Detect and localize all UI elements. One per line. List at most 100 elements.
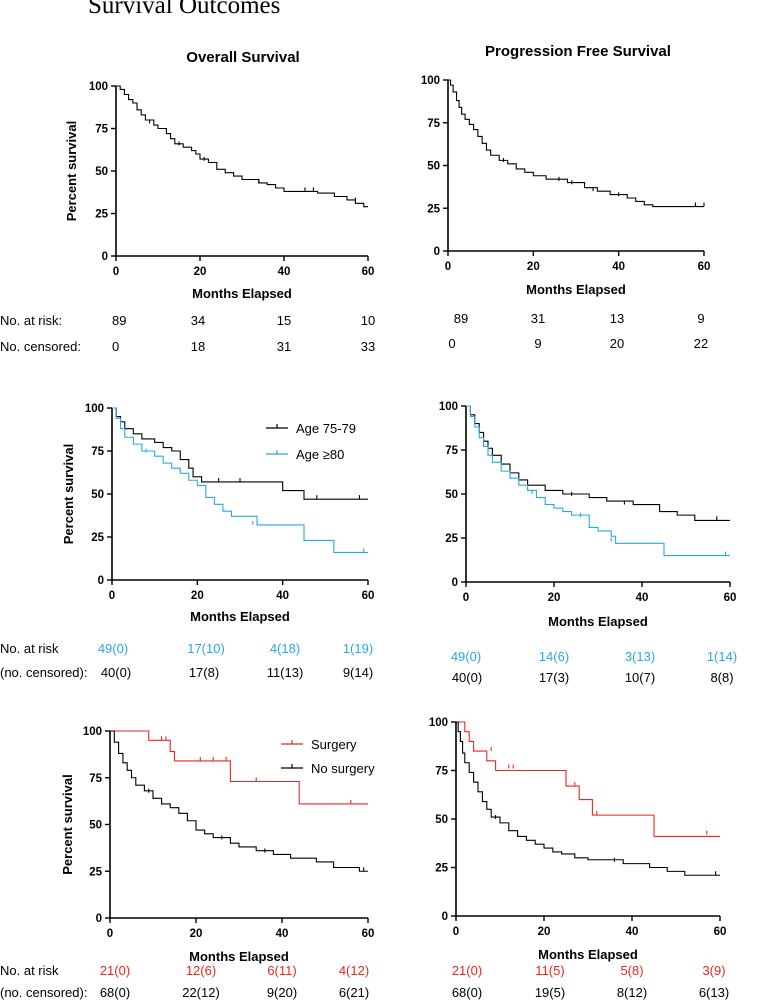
y-tick-label: 50 — [445, 489, 458, 501]
risk-cell: 9(14) — [342, 665, 374, 680]
risk-cell: 1(19) — [342, 641, 374, 656]
risk-cell: 6(11) — [267, 963, 297, 978]
y-tick-label: 75 — [427, 118, 440, 130]
y-tick-label: 50 — [91, 489, 104, 501]
risk-label-censored: (no. censored): — [0, 985, 88, 1000]
page-title: Survival Outcomes — [88, 0, 281, 19]
y-tick-label: 75 — [91, 446, 104, 458]
x-axis-label: Months Elapsed — [538, 947, 638, 962]
risk-cell: 31 — [530, 311, 546, 326]
x-axis-label: Months Elapsed — [189, 949, 289, 964]
risk-cell: 49(0) — [450, 649, 482, 664]
risk-cell: 15 — [276, 313, 292, 328]
risk-cell: 4(18) — [269, 641, 301, 656]
x-tick-label: 0 — [453, 926, 459, 938]
risk-cell: 3(13) — [624, 649, 656, 664]
risk-cell: 9 — [697, 311, 705, 326]
risk-label-at-risk: No. at risk — [0, 641, 59, 656]
y-tick-label: 50 — [89, 820, 102, 832]
y-tick-label: 0 — [442, 911, 448, 923]
y-tick-label: 75 — [435, 766, 448, 778]
km-curve — [466, 405, 730, 557]
y-tick-label: 25 — [95, 209, 108, 221]
risk-cell: 34 — [190, 313, 206, 328]
km-curve — [456, 721, 720, 838]
y-tick-label: 50 — [427, 161, 440, 173]
legend-label: Age ≥80 — [296, 447, 344, 462]
x-tick-label: 60 — [362, 590, 375, 602]
y-tick-label: 0 — [102, 251, 108, 263]
risk-cell: 49(0) — [97, 641, 129, 656]
risk-label-censored: No. censored: — [0, 339, 81, 354]
risk-cell: 68(0) — [451, 985, 483, 1000]
y-tick-label: 100 — [421, 75, 440, 87]
risk-cell: 9(20) — [266, 985, 298, 1000]
chart-title: Progression Free Survival — [485, 43, 671, 60]
y-tick-label: 0 — [98, 575, 104, 587]
risk-cell: 31 — [276, 339, 292, 354]
x-tick-label: 20 — [527, 261, 540, 273]
risk-cell: 33 — [360, 339, 376, 354]
km-curve — [456, 721, 720, 876]
surgery-overall-survival-chart: 0 20 40 60 0 25 50 75 100 Months Elapsed Percent s… — [60, 726, 375, 964]
risk-cell: 10(7) — [624, 670, 656, 685]
y-tick-label: 100 — [85, 403, 104, 415]
risk-cell: 21(0) — [451, 963, 483, 978]
y-tick-label: 75 — [89, 773, 102, 785]
y-tick-label: 100 — [429, 717, 448, 729]
y-tick-label: 0 — [434, 246, 440, 258]
x-tick-label: 40 — [278, 266, 291, 278]
x-tick-label: 40 — [626, 926, 639, 938]
y-tick-label: 25 — [435, 863, 448, 875]
risk-cell: 89 — [112, 313, 127, 328]
x-tick-label: 40 — [636, 592, 649, 604]
chart-title: Overall Survival — [186, 49, 299, 66]
y-tick-label: 25 — [427, 203, 440, 215]
x-axis-label: Months Elapsed — [548, 614, 648, 629]
risk-cell: 17(10) — [187, 641, 225, 656]
x-tick-label: 20 — [538, 926, 551, 938]
y-axis-label: Percent survival — [64, 121, 79, 221]
risk-cell: 68(0) — [99, 985, 131, 1000]
x-tick-label: 40 — [276, 928, 289, 940]
risk-cell: 13 — [609, 311, 625, 326]
x-tick-label: 0 — [109, 590, 115, 602]
x-axis-label: Months Elapsed — [190, 609, 290, 624]
risk-cell: 17(3) — [538, 670, 570, 685]
risk-cell: 11(13) — [266, 665, 304, 680]
y-tick-label: 0 — [452, 577, 458, 589]
x-tick-label: 0 — [107, 928, 113, 940]
risk-cell: 6(21) — [338, 985, 370, 1000]
x-tick-label: 20 — [194, 266, 207, 278]
x-tick-label: 20 — [191, 590, 204, 602]
y-tick-label: 50 — [435, 814, 448, 826]
risk-cell: 0 — [448, 336, 456, 351]
risk-label-at-risk: No. at risk: — [0, 313, 63, 328]
x-tick-label: 60 — [362, 266, 375, 278]
x-tick-label: 20 — [548, 592, 561, 604]
risk-cell: 20 — [609, 336, 625, 351]
age-pfs-chart: 0 20 40 60 0 25 50 75 100 Months Elapsed — [439, 401, 737, 629]
y-tick-label: 25 — [445, 533, 458, 545]
x-axis-label: Months Elapsed — [526, 282, 626, 297]
km-curve — [112, 407, 368, 554]
y-tick-label: 75 — [95, 124, 108, 136]
risk-cell: 12(6) — [185, 963, 217, 978]
risk-cell: 4(12) — [338, 963, 370, 978]
risk-cell: 8(8) — [710, 670, 734, 685]
risk-cell: 10 — [360, 313, 376, 328]
y-tick-label: 75 — [445, 445, 458, 457]
risk-cell: 19(5) — [534, 985, 566, 1000]
risk-cell: 22 — [693, 336, 709, 351]
risk-cell: 17(8) — [188, 665, 220, 680]
age-overall-survival-chart: 0 20 40 60 0 25 50 75 100 Months Elapsed Percent s… — [61, 403, 375, 624]
x-tick-label: 20 — [190, 928, 203, 940]
x-tick-label: 60 — [698, 261, 711, 273]
risk-cell: 40(0) — [100, 665, 132, 680]
y-axis-label: Percent survival — [61, 444, 76, 544]
risk-cell: 22(12) — [182, 985, 220, 1000]
risk-cell: 21(0) — [99, 963, 131, 978]
y-tick-label: 25 — [91, 532, 104, 544]
y-tick-label: 0 — [96, 913, 102, 925]
risk-cell: 89 — [453, 311, 469, 326]
